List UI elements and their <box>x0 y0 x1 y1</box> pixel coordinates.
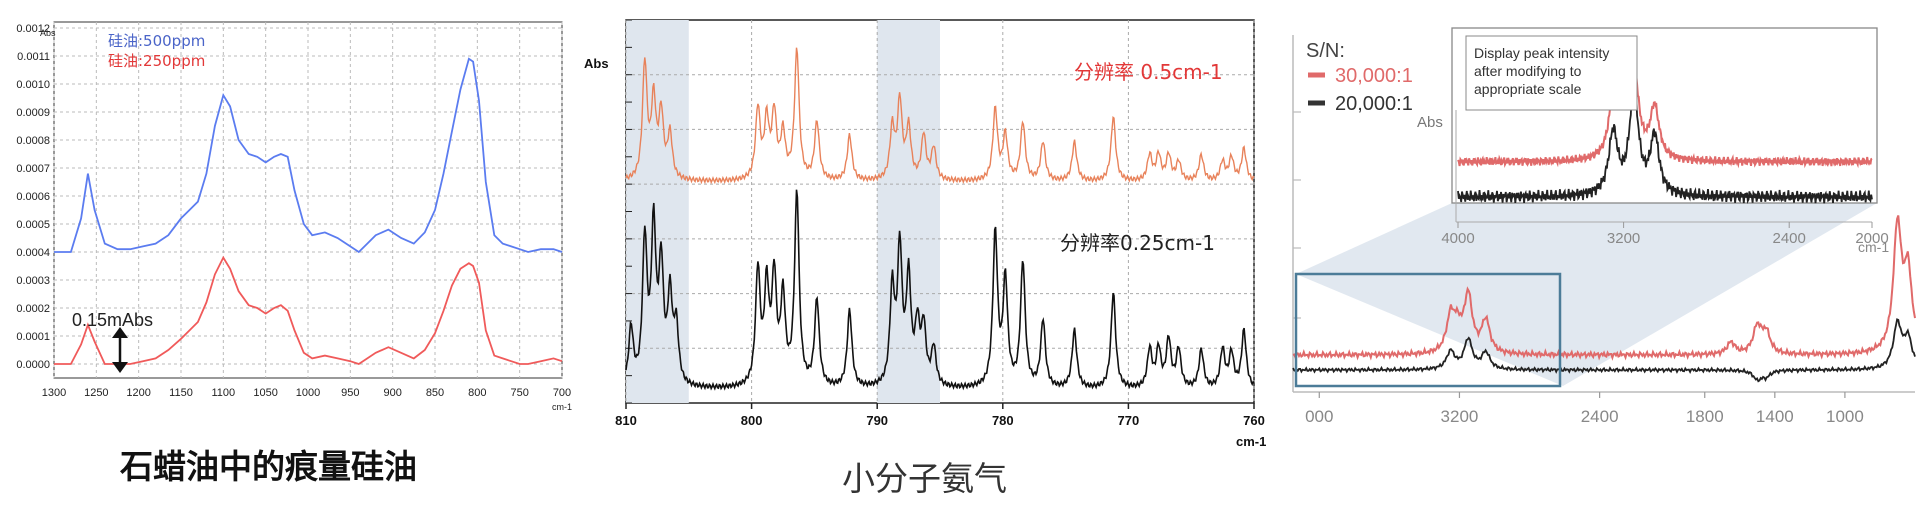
c3-inset-note-line2: after modifying to <box>1474 63 1582 79</box>
c2-grid <box>625 20 1255 403</box>
c1-ytick-label: 0.0005 <box>16 219 50 231</box>
c3-inset-xtick-label: 2000 <box>1855 230 1888 247</box>
c3-inset-xtick-label: 3200 <box>1607 230 1640 247</box>
c2-xtick-label: 810 <box>615 413 637 428</box>
c3-inset-series-30000 <box>1457 57 1873 169</box>
c1-ytick-label: 0.0006 <box>16 191 50 203</box>
c3-inset-series-20000 <box>1457 83 1873 204</box>
c1-xtick-label: 800 <box>468 387 486 399</box>
c3-inset-note-box <box>1465 35 1638 111</box>
c1-series-500ppm <box>54 57 563 254</box>
c2-label-res-0.25: 分辨率0.25cm-1 <box>1060 231 1215 255</box>
c3-legend-title: S/N: <box>1306 40 1345 62</box>
c1-xlabel: cm-1 <box>552 402 572 412</box>
c1-xtick-label: 950 <box>341 387 359 399</box>
c1-xtick-label: 1200 <box>126 387 150 399</box>
c1-ytick-label: 0.0012 <box>16 23 50 35</box>
c2-label-res-0.5: 分辨率 0.5cm-1 <box>1074 60 1223 84</box>
c1-series-250ppm <box>54 255 563 365</box>
c1-y-axis: 0.0000 0.0001 0.0002 0.0003 0.0004 0.0005 0.00… <box>16 23 50 371</box>
c2-xtick-label: 780 <box>992 413 1014 428</box>
c3-xtick-label: 1400 <box>1756 407 1794 426</box>
chart-sn-ratio: 000 3200 2400 1800 1400 1000 Display peak int… <box>1292 27 1916 426</box>
c1-ytick-label: 0.0011 <box>17 51 50 63</box>
chart-ammonia: 810 800 790 780 770 760 Abs cm-1 分辨率 0.5cm-1 … <box>584 19 1266 449</box>
c2-x-axis: 810 800 790 780 770 760 <box>615 403 1265 428</box>
caption-left: 石蜡油中的痕量硅油 <box>119 447 417 486</box>
c1-xtick-label: 1050 <box>253 387 277 399</box>
c3-legend-20000: 20,000:1 <box>1335 93 1413 115</box>
c3-inset-note-line3: appropriate scale <box>1474 81 1582 97</box>
c1-xtick-label: 700 <box>553 387 571 399</box>
c3-inset-xtick-label: 4000 <box>1441 230 1474 247</box>
c1-ytick-label: 0.0000 <box>16 359 50 371</box>
c1-ytick-label: 0.0001 <box>16 331 50 343</box>
c2-xtick-label: 760 <box>1243 413 1265 428</box>
c3-inset-xtick-label: 2400 <box>1773 230 1806 247</box>
c2-y-axis <box>626 19 632 404</box>
c1-grid <box>53 22 563 378</box>
c1-ylabel: Abs <box>40 28 56 38</box>
c1-ytick-label: 0.0002 <box>16 303 50 315</box>
c2-xtick-label: 790 <box>866 413 888 428</box>
c1-xtick-label: 1300 <box>42 387 66 399</box>
c2-ylabel: Abs <box>584 56 609 71</box>
c2-band <box>877 20 940 403</box>
c3-zoom-projection <box>1296 203 1877 386</box>
c3-xtick-label: 3200 <box>1441 407 1479 426</box>
c2-series-res-0.5 <box>625 47 1255 185</box>
c1-ytick-label: 0.0003 <box>16 275 50 287</box>
c2-xtick-label: 770 <box>1118 413 1140 428</box>
c1-scale-arrow <box>112 327 128 373</box>
c1-xtick-label: 750 <box>510 387 528 399</box>
c3-x-axis: 000 3200 2400 1800 1400 1000 <box>1305 392 1864 426</box>
c2-xtick-label: 800 <box>741 413 763 428</box>
c3-zoom-box <box>1294 272 1562 388</box>
c3-xtick-label: 1800 <box>1686 407 1724 426</box>
c1-xtick-label: 1150 <box>169 387 193 399</box>
c2-series-res-0.25 <box>625 189 1255 391</box>
c3-series-30000 <box>1292 215 1916 361</box>
c3-series-20000 <box>1292 318 1916 383</box>
c3-inset-x-axis: 4000 3200 2400 2000 <box>1441 222 1889 247</box>
c3-legend-30000: 30,000:1 <box>1335 65 1413 87</box>
c1-x-axis: 1300 1250 1200 1150 1100 1050 1000 950 900 850 800… <box>42 387 571 399</box>
c1-xtick-label: 850 <box>426 387 444 399</box>
c2-highlight-bands <box>626 20 940 403</box>
c3-xtick-label: 1000 <box>1826 407 1864 426</box>
c3-xtick-label: 000 <box>1305 407 1333 426</box>
c2-xlabel: cm-1 <box>1236 434 1266 449</box>
c1-xtick-label: 900 <box>383 387 401 399</box>
c1-ytick-label: 0.0004 <box>16 247 50 259</box>
c1-xtick-label: 1250 <box>84 387 108 399</box>
c1-ytick-label: 0.0008 <box>16 135 50 147</box>
c1-xtick-label: 1100 <box>212 387 236 399</box>
c1-ytick-label: 0.0009 <box>16 107 50 119</box>
c1-ytick-label: 0.0007 <box>16 163 50 175</box>
c3-inset-note-line1: Display peak intensity <box>1474 45 1609 61</box>
c1-legend-500ppm: 硅油:500ppm <box>108 32 205 50</box>
c1-ytick-label: 0.0010 <box>16 79 50 91</box>
chart-trace-silicone-oil: 0.0000 0.0001 0.0002 0.0003 0.0004 0.0005 0.00… <box>16 21 572 412</box>
c3-inset-ylabel: Abs <box>1417 114 1443 131</box>
caption-middle: 小分子氨气 <box>842 459 1007 498</box>
c1-xtick-label: 1000 <box>296 387 320 399</box>
c3-xtick-label: 2400 <box>1581 407 1619 426</box>
c1-annotation-scale: 0.15mAbs <box>72 310 153 330</box>
c3-inset-xlabel: cm-1 <box>1858 239 1889 255</box>
c1-legend-250ppm: 硅油:250ppm <box>108 52 205 70</box>
